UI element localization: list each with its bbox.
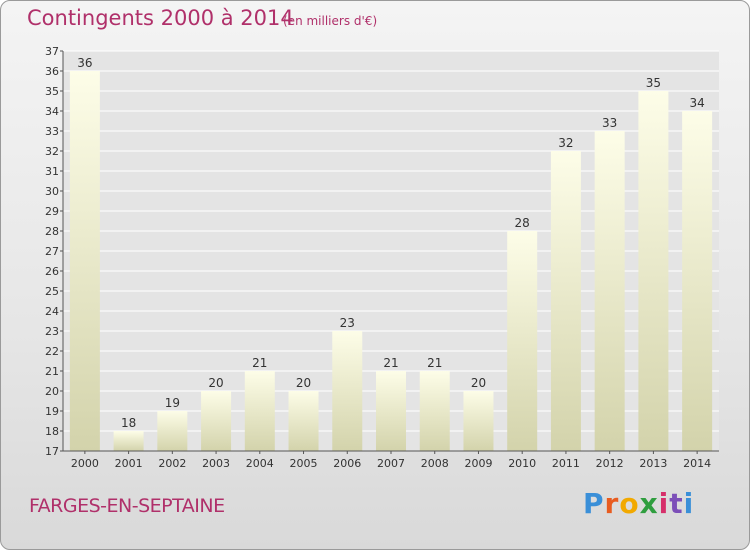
x-tick-label: 2001: [115, 457, 143, 470]
chart-subtitle: (en milliers d'€): [283, 14, 378, 28]
bar: [682, 111, 713, 451]
y-tick-label: 27: [45, 245, 59, 258]
bar: [157, 411, 188, 451]
logo-letter: t: [669, 487, 684, 520]
bar: [638, 91, 669, 451]
y-tick-label: 35: [45, 85, 59, 98]
bar: [376, 371, 406, 451]
bar-value-label: 35: [646, 76, 661, 90]
x-tick-label: 2003: [202, 457, 230, 470]
bar-value-label: 20: [296, 376, 311, 390]
y-tick-label: 30: [45, 185, 59, 198]
bar-value-label: 33: [602, 116, 617, 130]
x-tick-label: 2004: [246, 457, 274, 470]
x-tick-label: 2008: [421, 457, 449, 470]
bar: [201, 391, 232, 451]
x-tick-label: 2010: [508, 457, 536, 470]
logo-letter: i: [658, 487, 670, 520]
y-tick-label: 23: [45, 325, 59, 338]
y-tick-label: 34: [45, 105, 59, 118]
y-tick-label: 17: [45, 445, 59, 458]
bar-value-label: 36: [77, 56, 92, 70]
bar-value-label: 21: [383, 356, 398, 370]
bar-value-label: 18: [121, 416, 136, 430]
y-tick-label: 28: [45, 225, 59, 238]
bar: [113, 431, 144, 451]
logo-letter: i: [683, 487, 695, 520]
logo-letter: x: [639, 487, 659, 520]
logo-letter: o: [619, 487, 640, 520]
y-tick-label: 32: [45, 145, 59, 158]
y-tick-label: 20: [45, 385, 59, 398]
x-tick-label: 2002: [158, 457, 186, 470]
bar: [244, 371, 275, 451]
y-tick-label: 36: [45, 65, 59, 78]
y-tick-label: 29: [45, 205, 59, 218]
bar-value-label: 34: [689, 96, 704, 110]
x-tick-label: 2007: [377, 457, 405, 470]
logo-letter: r: [604, 487, 620, 520]
y-tick-label: 37: [45, 45, 59, 58]
bar: [69, 71, 100, 451]
y-tick-label: 18: [45, 425, 59, 438]
bar-value-label: 23: [340, 316, 355, 330]
y-tick-label: 31: [45, 165, 59, 178]
x-tick-label: 2014: [683, 457, 711, 470]
y-tick-label: 21: [45, 365, 59, 378]
bar-value-label: 20: [471, 376, 486, 390]
bar: [550, 151, 581, 451]
bar: [332, 331, 363, 451]
bar-value-label: 21: [427, 356, 442, 370]
bar: [594, 131, 625, 451]
chart-title: Contingents 2000 à 2014: [27, 6, 294, 30]
x-tick-label: 2011: [552, 457, 580, 470]
x-tick-label: 2006: [333, 457, 361, 470]
bar: [288, 391, 319, 451]
y-tick-label: 24: [45, 305, 59, 318]
x-tick-label: 2000: [71, 457, 99, 470]
bar-value-label: 32: [558, 136, 573, 150]
bar: [419, 371, 450, 451]
y-tick-label: 33: [45, 125, 59, 138]
bar-value-label: 28: [515, 216, 530, 230]
x-tick-label: 2005: [290, 457, 318, 470]
logo-letter: P: [583, 487, 605, 520]
bar: [463, 391, 494, 451]
y-tick-label: 26: [45, 265, 59, 278]
bar-value-label: 21: [252, 356, 267, 370]
y-tick-label: 25: [45, 285, 59, 298]
bar-value-label: 20: [208, 376, 223, 390]
x-tick-label: 2013: [639, 457, 667, 470]
proxiti-logo: Proxiti: [583, 487, 694, 520]
y-tick-label: 22: [45, 345, 59, 358]
bar: [507, 231, 538, 451]
place-name: FARGES-EN-SEPTAINE: [29, 495, 225, 517]
axes: 1718192021222324252627282930313233343536…: [45, 45, 719, 470]
x-tick-label: 2009: [464, 457, 492, 470]
x-tick-label: 2012: [596, 457, 624, 470]
bars: 36 18 19 20 21 20 23 21 21 20 28 32 33 35 34: [69, 56, 713, 451]
y-tick-label: 19: [45, 405, 59, 418]
bar-value-label: 19: [165, 396, 180, 410]
